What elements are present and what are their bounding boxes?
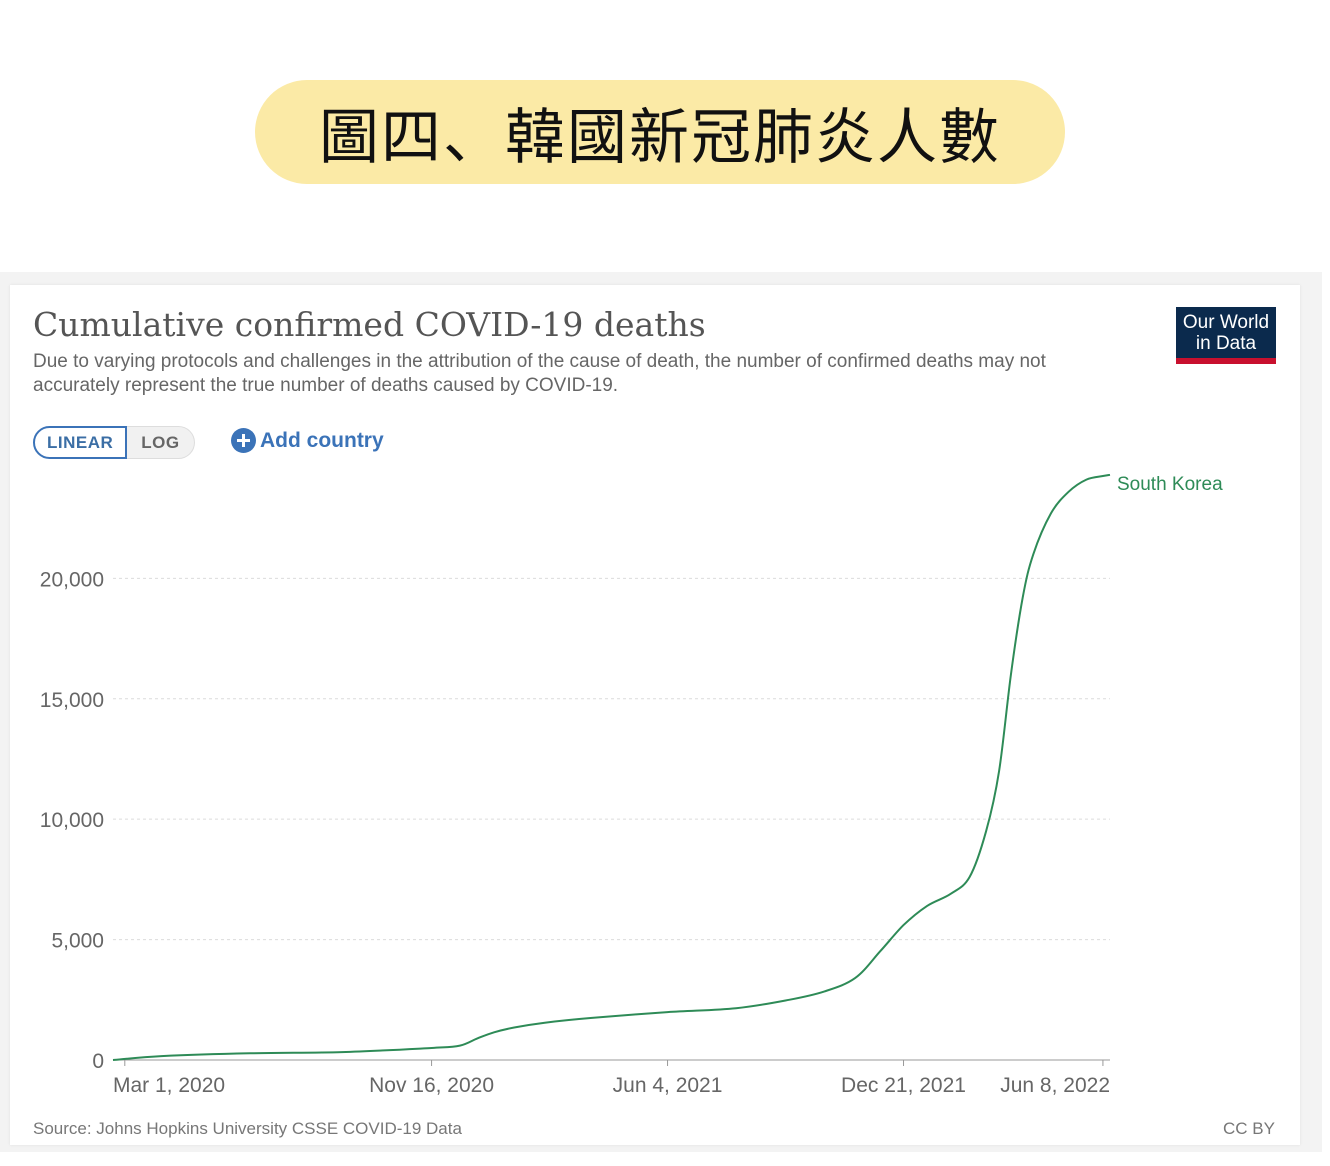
logo-line-1: Our World — [1182, 312, 1270, 333]
x-tick-label: Jun 8, 2022 — [1000, 1074, 1110, 1097]
banner-title: 圖四、韓國新冠肺炎人數 — [319, 102, 1001, 173]
y-tick-label: 5,000 — [51, 930, 104, 953]
y-tick-label: 0 — [92, 1050, 104, 1073]
x-tick-label: Mar 1, 2020 — [113, 1074, 225, 1097]
y-tick-label: 10,000 — [40, 809, 104, 832]
chart-card: Cumulative confirmed COVID-19 deaths Due… — [10, 285, 1300, 1145]
logo-line-2: in Data — [1195, 333, 1257, 354]
linear-button[interactable]: LINEAR — [33, 426, 128, 459]
y-tick-label: 20,000 — [40, 568, 104, 591]
owid-logo[interactable]: Our World in Data — [1176, 307, 1276, 364]
y-tick-label: 15,000 — [40, 689, 104, 712]
scale-toggle: LINEAR LOG — [33, 426, 195, 459]
source-note: Source: Johns Hopkins University CSSE CO… — [33, 1119, 462, 1138]
x-tick-label: Jun 4, 2021 — [613, 1074, 723, 1097]
x-tick-label: Nov 16, 2020 — [369, 1074, 494, 1097]
x-tick-label: Dec 21, 2021 — [841, 1074, 966, 1097]
title-banner: 圖四、韓國新冠肺炎人數 — [255, 80, 1065, 184]
add-country-label: Add country — [260, 428, 384, 452]
add-country-button[interactable]: Add country — [231, 428, 384, 453]
log-button[interactable]: LOG — [127, 426, 195, 459]
series-line-south-korea — [112, 473, 1111, 1061]
chart-subtitle: Due to varying protocols and challenges … — [33, 351, 1046, 396]
series-label: South Korea — [1117, 474, 1223, 495]
license-link[interactable]: CC BY — [1223, 1119, 1275, 1138]
plus-circle-icon — [231, 428, 256, 453]
chart-title: Cumulative confirmed COVID-19 deaths — [33, 305, 706, 344]
